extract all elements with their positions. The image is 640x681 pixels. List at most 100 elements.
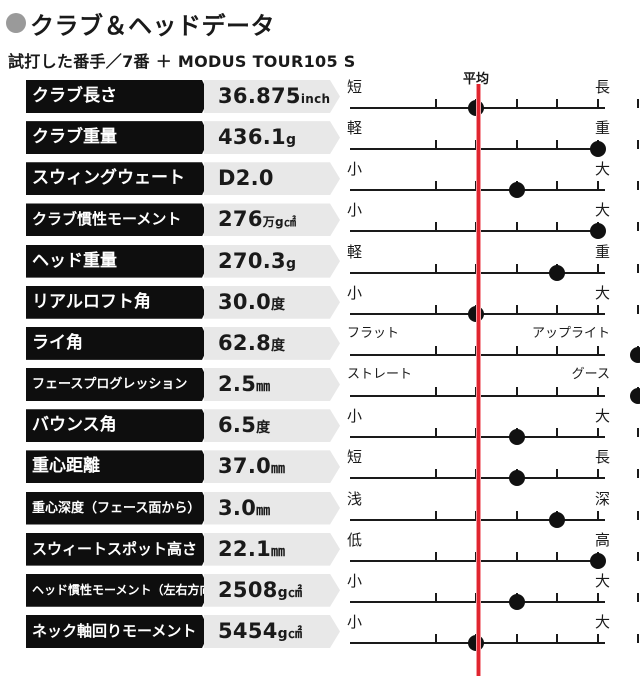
rating-dot-icon [630, 388, 640, 405]
scale-max-label: 大 [594, 201, 610, 220]
rating-dot-icon [549, 511, 565, 528]
scale-tick [556, 222, 558, 232]
page-title: クラブ＆ヘッドデータ [30, 11, 275, 40]
scale-tick [637, 592, 639, 602]
scale-tick [515, 510, 518, 520]
scale-tick [434, 469, 437, 479]
scale-min-label: 短 [347, 78, 363, 96]
row-value: 22.1㎜ [204, 532, 340, 566]
value-unit: inch [300, 92, 331, 106]
scale-max-label: 大 [594, 283, 610, 302]
scale-tick [434, 428, 437, 438]
scale-tick [637, 304, 639, 314]
scale-tick [434, 592, 437, 602]
value-unit: ㎜ [271, 543, 286, 560]
scale-tick [637, 140, 639, 150]
scale-tick [515, 387, 518, 397]
row-label: クラブ慣性モーメント [26, 203, 210, 237]
row-value: 2508g㎠ [204, 573, 340, 607]
scale-tick [556, 140, 558, 150]
row-label: ネック軸回りモーメント [26, 614, 210, 648]
scale-tick [596, 510, 599, 520]
data-row: ライ角 62.8度 フラット アップライト [0, 323, 640, 364]
scale-tick [515, 345, 518, 355]
row-value: 5454g㎠ [204, 614, 340, 648]
scale-min-label: 小 [347, 283, 363, 302]
scale-max-label: 大 [594, 407, 610, 426]
value-unit: 度 [256, 420, 271, 437]
average-label: 平均 [463, 72, 490, 87]
scale-tick [556, 387, 558, 397]
data-row: スウィングウェート D2.0 小 大 [0, 158, 640, 199]
scale-tick [637, 633, 639, 643]
scale-tick [434, 99, 437, 108]
scale-tick [556, 345, 558, 355]
value-unit: g㎠ [277, 584, 303, 601]
rating-dot-icon [630, 346, 640, 363]
scale-min-label: 軽 [347, 119, 363, 138]
row-value: 62.8度 [204, 326, 340, 360]
average-line [476, 84, 481, 676]
bullet-icon [6, 13, 26, 33]
data-row: クラブ重量 436.1g 軽重 [0, 117, 640, 158]
value-number: 30.0 [218, 289, 272, 314]
scale-max-label: 深 [594, 489, 610, 508]
rating-dot-icon [589, 552, 606, 569]
row-label: スウィートスポット高さ [26, 532, 210, 566]
scale-tick [596, 181, 599, 191]
value-unit: g [285, 255, 297, 272]
data-row: フェースプログレッション 2.5㎜ ストレート グース [0, 364, 640, 405]
rating-dot-icon [508, 429, 525, 446]
data-row: リアルロフト角 30.0度小大 [0, 282, 640, 323]
scale-max-label: 重 [594, 119, 610, 138]
rating-dot-icon [508, 470, 525, 487]
scale-tick [556, 304, 558, 314]
value-number: D2.0 [218, 166, 274, 191]
scale-min-label: 小 [347, 612, 363, 631]
rating-dot-icon [589, 141, 606, 158]
scale-min-label: 小 [347, 201, 363, 220]
scale-tick [637, 99, 639, 108]
scale-tick [434, 551, 437, 561]
header: クラブ＆ヘッドデータ 試打した番手／7番 ＋ MODUS TOUR105 S [6, 6, 634, 72]
scale-max-label: グース [571, 367, 610, 383]
scale-min-label: 小 [347, 407, 363, 426]
scale-tick [637, 222, 639, 232]
value-unit: 度 [271, 337, 286, 354]
rating-dot-icon [589, 223, 606, 240]
scale-max-label: 長 [594, 448, 610, 467]
scale-tick [434, 345, 437, 355]
row-label: ライ角 [26, 326, 210, 360]
scale-tick [434, 304, 437, 314]
scale-min-label: 低 [347, 530, 363, 549]
scale-tick [434, 510, 437, 520]
scale-max-label: アップライト [531, 325, 610, 341]
value-number: 2.5 [218, 372, 257, 397]
page-subtitle: 試打した番手／7番 ＋ MODUS TOUR105 S [8, 52, 356, 71]
row-value: D2.0 [204, 162, 340, 196]
scale-tick [515, 222, 518, 232]
row-value: 37.0㎜ [204, 450, 340, 484]
row-value: 36.875inch [204, 80, 340, 113]
scale-tick [556, 469, 558, 479]
row-label: ヘッド慣性モーメント（左右方向） [26, 573, 210, 607]
row-value: 3.0㎜ [204, 491, 340, 525]
scale-tick [637, 551, 639, 561]
scale-tick [596, 263, 599, 273]
scale-tick [434, 181, 437, 191]
scale-tick [556, 428, 558, 438]
row-label: フェースプログレッション [26, 368, 210, 402]
value-number: 3.0 [218, 495, 257, 520]
scale-min-label: 短 [347, 448, 363, 467]
scale-tick [515, 140, 518, 150]
scale-tick [596, 469, 599, 479]
scale-tick [596, 304, 599, 314]
row-label: クラブ長さ [26, 80, 210, 113]
scale-tick [515, 551, 518, 561]
scale-tick [556, 633, 558, 643]
